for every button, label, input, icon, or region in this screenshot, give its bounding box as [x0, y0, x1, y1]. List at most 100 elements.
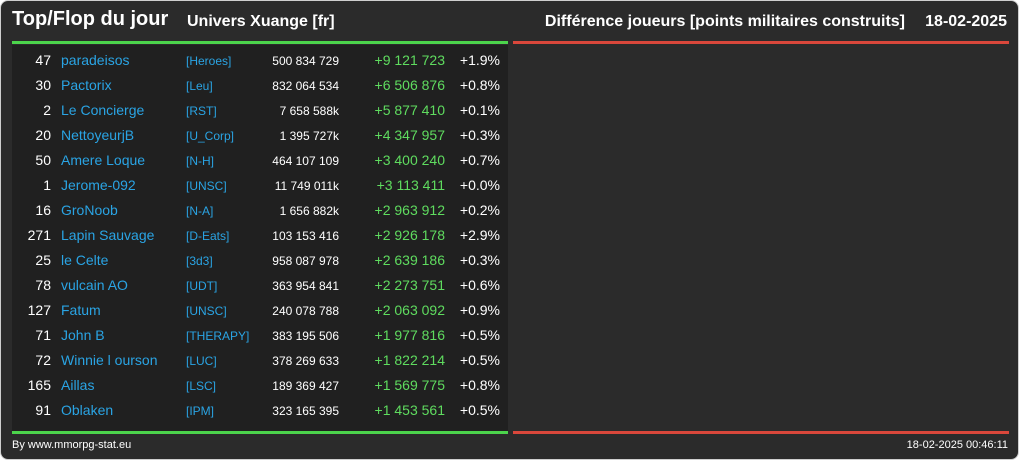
bottom-divider-green	[12, 431, 508, 434]
points-difference: +6 506 876	[374, 77, 445, 93]
percent-change: +0.8%	[459, 377, 500, 393]
list-item: 165 Aillas [LSC] 189 369 427 +1 569 775 +0.8%	[12, 373, 508, 398]
header-date: 18-02-2025	[925, 13, 1007, 30]
page-title: Top/Flop du jour	[12, 8, 169, 30]
alliance-tag-link[interactable]: [Leu]	[186, 79, 213, 93]
percent-change: +1.9%	[459, 52, 500, 68]
percent-change: +0.5%	[459, 352, 500, 368]
points-difference: +1 822 214	[374, 352, 445, 368]
player-name-link[interactable]: Fatum	[61, 302, 101, 318]
player-rank: 25	[35, 252, 51, 268]
player-rank: 71	[35, 327, 51, 343]
percent-change: +0.0%	[459, 177, 500, 193]
player-rank: 50	[35, 152, 51, 168]
alliance-tag-link[interactable]: [U_Corp]	[186, 129, 235, 143]
player-points: 378 269 633	[272, 354, 339, 368]
player-rank: 78	[35, 277, 51, 293]
player-rank: 127	[27, 302, 51, 318]
player-rank: 72	[35, 352, 51, 368]
percent-change: +0.2%	[459, 202, 500, 218]
points-difference: +1 569 775	[374, 377, 445, 393]
player-points: 7 658 588k	[279, 104, 339, 118]
player-points: 1 395 727k	[279, 129, 339, 143]
percent-change: +0.3%	[459, 252, 500, 268]
player-name-link[interactable]: Pactorix	[61, 77, 112, 93]
player-name-link[interactable]: Jerome-092	[61, 177, 136, 193]
player-name-link[interactable]: GroNoob	[61, 202, 118, 218]
list-item: 16 GroNoob [N-A] 1 656 882k +2 963 912 +0.2%	[12, 198, 508, 223]
list-item: 71 John B [THERAPY] 383 195 506 +1 977 816 +0…	[12, 323, 508, 348]
player-rank: 91	[35, 402, 51, 418]
player-points: 464 107 109	[272, 154, 339, 168]
player-name-link[interactable]: John B	[61, 327, 105, 343]
top-divider-green	[12, 41, 508, 44]
player-points: 500 834 729	[272, 54, 339, 68]
points-difference: +3 400 240	[374, 152, 445, 168]
points-difference: +1 453 561	[374, 402, 445, 418]
player-points: 189 369 427	[272, 379, 339, 393]
player-points: 1 656 882k	[279, 204, 339, 218]
player-points: 832 064 534	[272, 79, 339, 93]
player-name-link[interactable]: Le Concierge	[61, 102, 145, 118]
alliance-tag-link[interactable]: [UNSC]	[186, 179, 227, 193]
list-item: 72 Winnie l ourson [LUC] 378 269 633 +1 822 …	[12, 348, 508, 373]
player-points: 958 087 978	[272, 254, 339, 268]
player-rank: 165	[27, 377, 51, 393]
alliance-tag-link[interactable]: [D-Eats]	[186, 229, 230, 243]
player-name-link[interactable]: paradeisos	[61, 52, 130, 68]
player-name-link[interactable]: Lapin Sauvage	[61, 227, 155, 243]
list-item: 25 le Celte [3d3] 958 087 978 +2 639 186 +0.3…	[12, 248, 508, 273]
player-rank: 16	[35, 202, 51, 218]
alliance-tag-link[interactable]: [LUC]	[186, 354, 217, 368]
percent-change: +0.5%	[459, 402, 500, 418]
percent-change: +0.8%	[459, 77, 500, 93]
list-item: 127 Fatum [UNSC] 240 078 788 +2 063 092 +0.9%	[12, 298, 508, 323]
player-rank: 2	[43, 102, 51, 118]
player-points: 11 749 011k	[274, 179, 339, 193]
alliance-tag-link[interactable]: [LSC]	[186, 379, 217, 393]
alliance-tag-link[interactable]: [UNSC]	[186, 304, 227, 318]
list-item: 47 paradeisos [Heroes] 500 834 729 +9 121 72…	[12, 48, 508, 73]
points-difference: +1 977 816	[374, 327, 445, 343]
flop-panel	[513, 45, 1009, 431]
player-rank: 30	[35, 77, 51, 93]
percent-change: +0.6%	[459, 277, 500, 293]
player-rank: 271	[27, 227, 51, 243]
player-name-link[interactable]: NettoyeurjB	[61, 127, 135, 143]
points-difference: +9 121 723	[374, 52, 445, 68]
alliance-tag-link[interactable]: [N-A]	[186, 204, 214, 218]
player-points: 103 153 416	[272, 229, 339, 243]
alliance-tag-link[interactable]: [IPM]	[186, 404, 215, 418]
points-difference: +4 347 957	[374, 127, 445, 143]
player-name-link[interactable]: Oblaken	[61, 402, 114, 418]
alliance-tag-link[interactable]: [RST]	[186, 104, 217, 118]
player-name-link[interactable]: Winnie l ourson	[61, 352, 158, 368]
top-players-list: 47 paradeisos [Heroes] 500 834 729 +9 121 72…	[12, 48, 508, 423]
alliance-tag-link[interactable]: [THERAPY]	[186, 329, 250, 343]
alliance-tag-link[interactable]: [N-H]	[186, 154, 214, 168]
player-points: 240 078 788	[272, 304, 339, 318]
metric-label: Différence joueurs [points militaires co…	[544, 13, 905, 30]
alliance-tag-link[interactable]: [Heroes]	[186, 54, 232, 68]
player-name-link[interactable]: Amere Loque	[61, 152, 146, 168]
points-difference: +5 877 410	[374, 102, 445, 118]
percent-change: +0.3%	[459, 127, 500, 143]
player-name-link[interactable]: le Celte	[61, 252, 109, 268]
footer-timestamp: 18-02-2025 00:46:11	[906, 439, 1008, 451]
player-name-link[interactable]: vulcain AO	[61, 277, 128, 293]
list-item: 50 Amere Loque [N-H] 464 107 109 +3 400 240 +…	[12, 148, 508, 173]
top-panel	[12, 45, 508, 431]
alliance-tag-link[interactable]: [3d3]	[186, 254, 213, 268]
percent-change: +0.7%	[459, 152, 500, 168]
list-item: 78 vulcain AO [UDT] 363 954 841 +2 273 751 +0…	[12, 273, 508, 298]
player-name-link[interactable]: Aillas	[61, 377, 95, 393]
player-points: 383 195 506	[272, 329, 339, 343]
list-item: 1 Jerome-092 [UNSC] 11 749 011k +3 113 411 +0…	[12, 173, 508, 198]
list-item: 271 Lapin Sauvage [D-Eats] 103 153 416 +2 92…	[12, 223, 508, 248]
player-rank: 1	[43, 177, 51, 193]
footer-credit[interactable]: By www.mmorpg-stat.eu	[12, 439, 132, 451]
alliance-tag-link[interactable]: [UDT]	[186, 279, 218, 293]
points-difference: +2 639 186	[374, 252, 445, 268]
player-rank: 47	[35, 52, 51, 68]
